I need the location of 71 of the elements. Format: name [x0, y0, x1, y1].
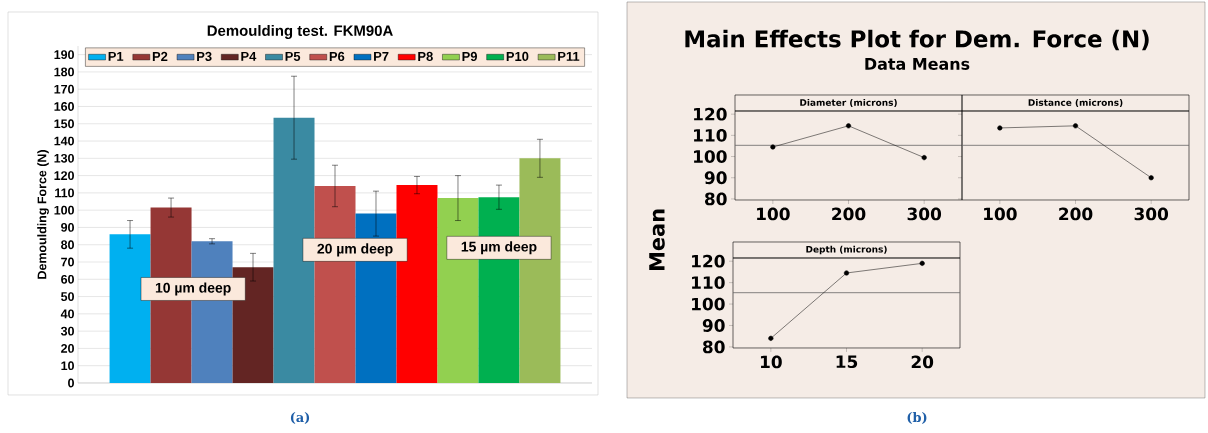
- y-tick-label: 120: [692, 254, 725, 268]
- chart-subtitle: Data Means: [865, 58, 970, 70]
- y-tick-label: 110: [694, 128, 727, 142]
- y-tick-label: 90: [704, 171, 727, 185]
- y-tick-label: 20: [61, 344, 74, 353]
- text: (a): [290, 412, 310, 424]
- x-tick-label: 100: [757, 207, 790, 221]
- x-axis-title: Diameter (microns): [800, 98, 897, 107]
- x-axis-title: Depth (microns): [806, 245, 887, 255]
- y-tick-label: 190: [54, 50, 74, 60]
- x-tick-label: 100: [984, 207, 1017, 221]
- point: [921, 155, 927, 161]
- legend-label: P8: [418, 51, 433, 62]
- y-tick-label: 130: [54, 153, 74, 163]
- annotation: 20 µm deep: [317, 243, 393, 257]
- legend-label: P1: [108, 51, 124, 61]
- y-tick-label: 50: [61, 292, 74, 301]
- y-tick-label: 70: [61, 257, 74, 267]
- bar: [232, 267, 274, 383]
- legend-label: P3: [197, 51, 212, 62]
- y-tick-label: 160: [54, 102, 74, 111]
- y-axis-title: Demoulding Force (N): [37, 150, 49, 279]
- y-tick-label: 120: [694, 107, 727, 121]
- y-tick-label: 40: [60, 309, 74, 319]
- x-tick-label: 200: [1059, 207, 1093, 221]
- chart-title: Demoulding test. FKM90A: [207, 24, 393, 39]
- y-tick-label: 80: [704, 192, 727, 206]
- annotation: 15 µm deep: [461, 241, 537, 255]
- legend-label: P5: [285, 51, 301, 61]
- y-axis-title: Mean: [649, 209, 665, 271]
- legend-label: P7: [374, 51, 389, 61]
- x-tick-label: 300: [1134, 207, 1169, 221]
- y-tick-label: 110: [692, 276, 725, 290]
- y-tick-label: 170: [54, 84, 74, 94]
- x-tick-label: 200: [832, 207, 866, 221]
- x-tick-label: 20: [911, 355, 934, 369]
- legend-label: P11: [558, 51, 580, 61]
- y-tick-label: 180: [54, 67, 74, 77]
- text: (b): [907, 412, 927, 424]
- legend-label: P4: [241, 51, 257, 61]
- y-tick-label: 90: [61, 223, 74, 232]
- y-tick-label: 140: [54, 136, 74, 146]
- legend-label: P2: [152, 51, 168, 61]
- y-tick-label: 80: [61, 240, 74, 250]
- x-tick-label: 300: [907, 207, 942, 221]
- y-tick-label: 120: [54, 171, 74, 181]
- chart-title: Main Effects Plot for Dem. Force (N): [685, 29, 1149, 51]
- y-tick-label: 150: [54, 119, 74, 129]
- x-axis-title: Distance (microns): [1028, 98, 1123, 107]
- point: [843, 270, 850, 276]
- x-tick-label: 15: [836, 355, 858, 369]
- legend-label: P9: [462, 51, 477, 62]
- point: [845, 123, 852, 129]
- y-tick-label: 60: [61, 274, 74, 284]
- x-tick-label: 10: [760, 355, 782, 369]
- bar: [109, 234, 151, 383]
- bar: [396, 185, 438, 383]
- y-tick-label: 30: [60, 326, 74, 336]
- point: [770, 144, 776, 150]
- y-tick-label: 100: [694, 150, 727, 163]
- y-tick-label: 100: [692, 297, 725, 311]
- y-tick-label: 90: [702, 319, 725, 332]
- annotation: 10 µm deep: [155, 282, 231, 296]
- y-tick-label: 0: [68, 378, 74, 388]
- point: [919, 260, 925, 266]
- y-tick-label: 80: [702, 340, 725, 354]
- point: [768, 335, 774, 341]
- legend-label: P6: [329, 51, 345, 62]
- bar: [273, 117, 315, 383]
- legend-label: P10: [506, 51, 529, 62]
- y-tick-label: 110: [55, 188, 74, 198]
